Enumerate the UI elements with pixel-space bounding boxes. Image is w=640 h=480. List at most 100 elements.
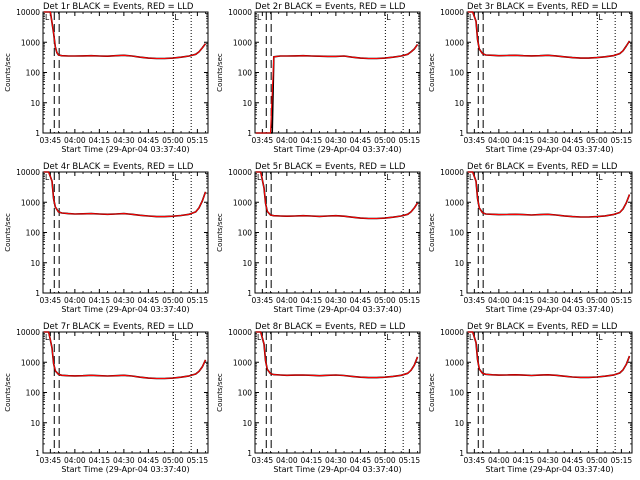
panel-2: Det 2r BLACK = Events, RED = LLD 1 10 100 10… [216,2,421,154]
x-tick-label: 04:30 [537,296,559,305]
y-tick-label: 10000 [440,8,464,17]
marker-label: L [386,173,391,182]
x-tick-label: 04:00 [488,456,510,465]
y-tick-label: 1000 [21,38,40,47]
y-tick-label: 1 [247,449,252,458]
x-axis-title: Start Time (29-Apr-04 03:37:40) [61,465,189,474]
x-tick-label: 05:15 [611,456,633,465]
x-tick-label: 05:15 [187,296,209,305]
panel-7: Det 7r BLACK = Events, RED = LLD 1 10 100 10… [4,322,209,474]
x-tick-label: 04:45 [562,136,584,145]
x-tick-label: 04:15 [301,136,323,145]
y-tick-label: 1 [35,289,40,298]
x-axis-title: Start Time (29-Apr-04 03:37:40) [273,465,401,474]
x-axis-title: Start Time (29-Apr-04 03:37:40) [273,305,401,314]
series-events-line [43,331,207,380]
marker-label: L [45,333,50,342]
y-tick-label: 100 [238,389,253,398]
marker-label: L [257,333,262,342]
x-axis-title: Start Time (29-Apr-04 03:37:40) [61,145,189,154]
y-tick-label: 10000 [228,8,252,17]
panel-5: Det 5r BLACK = Events, RED = LLD 1 10 100 10… [216,162,421,314]
y-tick-label: 10000 [16,168,40,177]
y-tick-label: 10000 [16,8,40,17]
x-tick-label: 04:00 [64,296,86,305]
y-tick-label: 100 [26,389,41,398]
y-tick-label: 1 [247,129,252,138]
panel-title: Det 2r BLACK = Events, RED = LLD [255,2,406,12]
y-tick-label: 1 [35,129,40,138]
x-tick-label: 05:15 [187,456,209,465]
marker-label: L [174,173,179,182]
series-events-line [467,331,631,379]
series-lld-line [43,171,207,218]
plot-frame [42,11,209,134]
y-tick-label: 100 [26,229,41,238]
y-axis-title: Counts/sec [428,213,436,252]
marker-label: L [469,173,474,182]
x-tick-label: 05:00 [162,296,184,305]
panel-6: Det 6r BLACK = Events, RED = LLD 1 10 100 10… [428,162,633,314]
series-lld-line [255,44,418,134]
y-axis-title: Counts/sec [216,53,224,92]
series-lld-line [467,331,631,378]
y-tick-label: 10 [242,259,252,268]
y-tick-label: 1000 [21,198,40,207]
y-tick-label: 100 [450,389,465,398]
x-tick-label: 04:30 [325,296,347,305]
marker-label: L [174,13,179,22]
x-tick-label: 03:45 [252,296,274,305]
x-tick-label: 04:15 [513,136,535,145]
y-axis-title: Counts/sec [4,213,12,252]
x-tick-label: 05:15 [399,456,421,465]
x-tick-label: 03:45 [252,136,274,145]
x-tick-label: 04:45 [138,136,160,145]
plot-frame [254,11,421,134]
y-tick-label: 1000 [21,358,40,367]
y-tick-label: 10000 [228,168,252,177]
marker-label: L [386,333,391,342]
marker-label: L [257,173,262,182]
x-axis-title: Start Time (29-Apr-04 03:37:40) [485,465,613,474]
panel-3: Det 3r BLACK = Events, RED = LLD 1 10 100 10… [428,2,633,154]
x-tick-label: 04:15 [89,296,111,305]
plot-frame [42,171,209,294]
x-tick-label: 04:30 [537,456,559,465]
y-tick-label: 1 [35,449,40,458]
y-tick-label: 100 [26,69,41,78]
x-tick-label: 05:00 [374,296,396,305]
x-tick-label: 04:30 [325,136,347,145]
x-tick-label: 04:30 [113,296,135,305]
x-tick-label: 04:45 [350,456,372,465]
x-tick-label: 05:00 [162,456,184,465]
x-tick-label: 04:00 [276,456,298,465]
y-tick-label: 10000 [228,328,252,337]
series-events-line [255,171,419,220]
x-tick-label: 03:45 [464,296,486,305]
x-tick-label: 05:00 [374,456,396,465]
panel-title: Det 5r BLACK = Events, RED = LLD [255,162,406,172]
y-tick-label: 10 [242,419,252,428]
marker-label: L [598,333,603,342]
x-axis-title: Start Time (29-Apr-04 03:37:40) [485,305,613,314]
y-tick-label: 1000 [445,358,464,367]
y-axis-title: Counts/sec [4,53,12,92]
x-tick-label: 04:00 [64,136,86,145]
y-tick-label: 10 [30,99,40,108]
marker-label: L [469,333,474,342]
panel-title: Det 4r BLACK = Events, RED = LLD [43,162,194,172]
panel-1: Det 1r BLACK = Events, RED = LLD 1 10 100 10… [4,2,209,154]
y-tick-label: 10 [30,259,40,268]
panel-title: Det 3r BLACK = Events, RED = LLD [467,2,618,12]
series-lld-line [255,171,418,220]
x-tick-label: 04:45 [562,296,584,305]
panel-title: Det 8r BLACK = Events, RED = LLD [255,322,406,332]
y-tick-label: 10 [30,419,40,428]
marker-label: L [257,13,262,22]
panel-8: Det 8r BLACK = Events, RED = LLD 1 10 100 10… [216,322,421,474]
x-tick-label: 04:15 [301,456,323,465]
x-tick-label: 04:30 [537,136,559,145]
panel-4: Det 4r BLACK = Events, RED = LLD 1 10 100 10… [4,162,209,314]
y-tick-label: 100 [238,229,253,238]
